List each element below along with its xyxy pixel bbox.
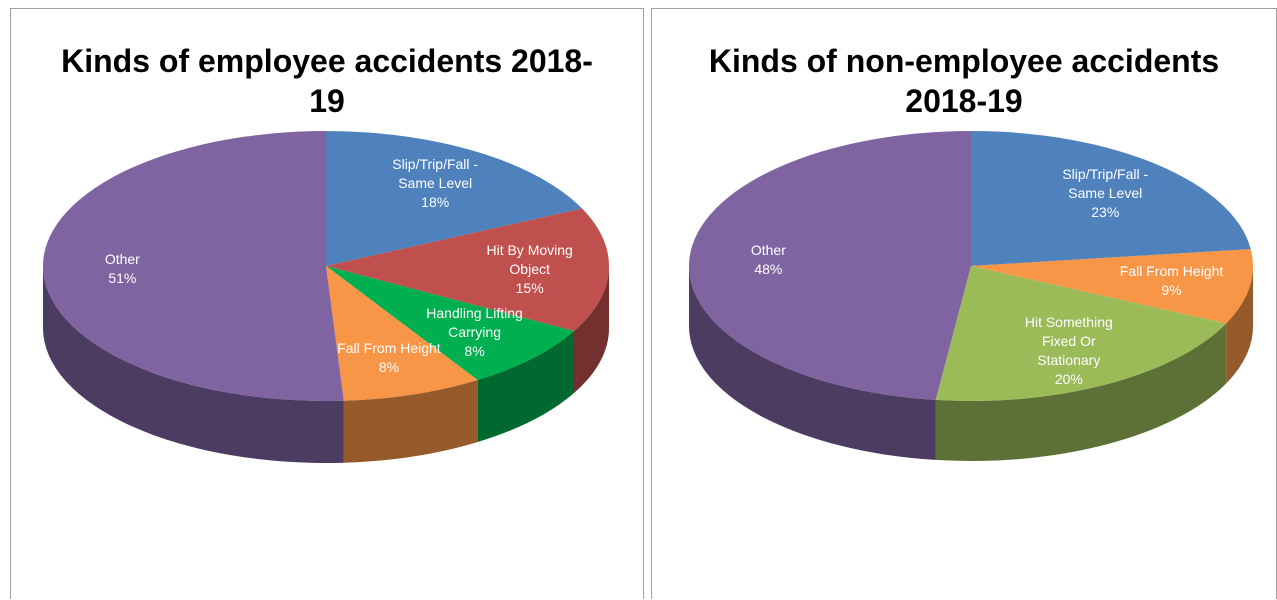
category-label: Hit Something Fixed Or Stationary [1024,314,1113,369]
pie-side-shade [573,266,609,394]
data-label: Handling Lifting Carrying 8% [415,304,535,361]
pie-slice-side [573,266,609,394]
pie-slice-side [689,266,936,460]
category-label: Handling Lifting Carrying [426,305,523,341]
value-label: 20% [1054,371,1083,388]
pie-side [1226,266,1253,384]
value-label: 51% [108,270,137,287]
chart [688,131,1253,461]
chart-title: Kinds of non-employee accidents 2018-19 [708,43,1220,119]
pie-slice [971,131,1251,266]
value-label: 18% [421,194,450,211]
chart-panel: Kinds of employee accidents 2018-19 Slip… [10,8,644,599]
pie-slice [326,131,583,266]
data-label: Hit Something Fixed Or Stationary 20% [1009,313,1129,389]
data-label: Hit By Moving Object 15% [470,241,590,298]
pie-side [477,331,574,442]
category-label: Hit By Moving Object [486,241,573,277]
category-label: Other [104,251,140,268]
category-label: Slip/Trip/Fall - Same Level [1062,165,1149,201]
pie-side-shade [1226,266,1253,384]
pie-slice-side [43,266,344,463]
chart-title: Kinds of employee accidents 2018-19 [61,43,593,119]
pie-slice [326,266,478,401]
category-label: Slip/Trip/Fall - Same Level [392,156,479,192]
pie-side [573,266,609,394]
data-label: Other 48% [708,241,828,279]
pie-side-shade [43,266,344,463]
data-label: Fall From Height 8% [329,339,449,377]
category-label: Fall From Height [1119,263,1224,280]
pie-slice-side [343,379,478,463]
pie-slice [971,249,1253,324]
pie-slice [326,266,574,380]
pie-side [935,323,1227,461]
pie-side [689,266,936,460]
pie-slice [935,266,1227,401]
pie-side-shade [689,266,936,460]
data-label: Slip/Trip/Fall - Same Level 18% [375,155,495,212]
pie-slice-side [1226,266,1253,384]
category-label: Other [750,241,786,258]
pie-side-shade [935,323,1227,461]
pie-side [43,266,344,463]
value-label: 8% [378,359,400,376]
pie-slice [688,131,971,400]
value-label: 48% [754,260,783,277]
pie-slice [42,131,344,401]
value-label: 9% [1161,282,1182,299]
pie-side-shade [343,379,478,463]
data-label: Fall From Height 9% [1112,262,1232,300]
pie-side [343,379,478,463]
value-label: 15% [515,279,544,296]
data-label: Slip/Trip/Fall - Same Level 23% [1045,165,1165,222]
category-label: Fall From Height [337,340,441,357]
data-label: Other 51% [62,250,182,288]
pie-slice-side [477,331,574,442]
chart-panel: Kinds of non-employee accidents 2018-19 … [651,8,1277,599]
chart [42,131,610,463]
pie-slice-side [935,323,1227,461]
pie-side-shade [477,331,574,442]
pie-slice [326,208,610,332]
value-label: 8% [464,343,485,360]
value-label: 23% [1091,203,1120,220]
